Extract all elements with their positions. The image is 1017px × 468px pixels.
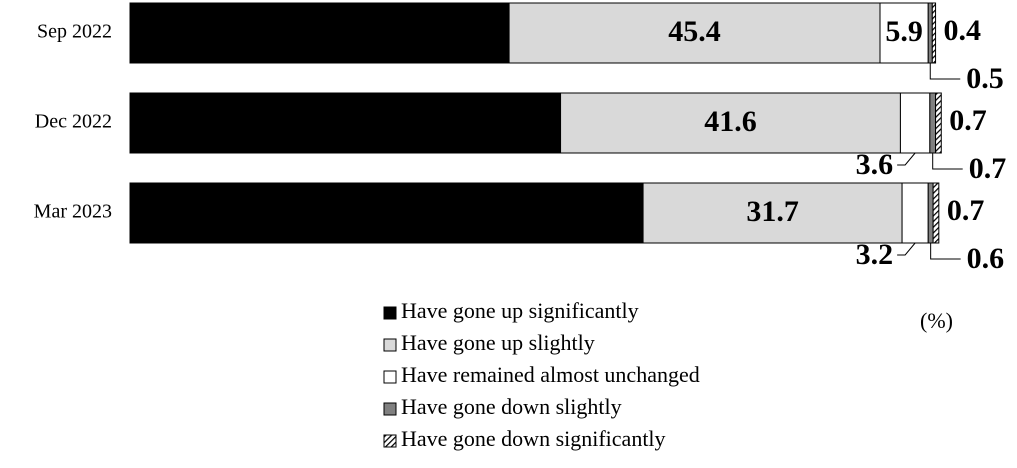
bar-segment [879,2,929,64]
bar-segment [931,2,937,64]
value-label: 0.7 [947,194,985,227]
category-label: Mar 2023 [34,201,112,223]
bar-segment [129,92,562,154]
legend-swatch [383,338,397,352]
value-label: 52.7 [319,105,372,138]
bar-segment [935,92,942,154]
leader-line [929,63,961,80]
leader-line [932,153,963,170]
legend-label: Have gone down significantly [401,426,666,451]
bar-segment [927,2,933,64]
value-label: 3.6 [856,148,894,181]
value-label: 45.4 [668,15,721,48]
legend-label: Have remained almost unchanged [401,362,700,387]
value-label: 31.7 [746,195,799,228]
legend-swatch [383,306,397,320]
category-label: Sep 2022 [37,21,112,43]
legend-label: Have gone up significantly [401,298,639,323]
legend-label: Have gone down slightly [401,394,622,419]
leader-line [897,152,916,166]
bar-segment [901,182,929,244]
legend-swatch [383,370,397,384]
value-label: 62.8 [360,195,413,228]
value-label: 0.6 [967,242,1005,275]
legend-label: Have gone up slightly [401,330,595,355]
bar-segment [129,182,644,244]
value-label: 5.9 [885,15,923,48]
leader-line [897,242,916,256]
category-label: Dec 2022 [35,111,112,133]
value-label: 0.7 [969,152,1007,185]
value-label: 0.7 [949,104,987,137]
value-label: 3.2 [856,238,894,271]
bar-segment [929,92,937,154]
bar-segment [642,182,903,244]
bar-segment [932,182,940,244]
value-label: 41.6 [704,105,757,138]
value-label: 0.4 [944,14,982,47]
bar-segment [560,92,901,154]
bar-segment [927,182,934,244]
legend-swatch [383,402,397,416]
unit-label: (%) [920,308,953,333]
value-label: 46.4 [293,15,346,48]
bar-segment [129,2,510,64]
bar-segment [508,2,881,64]
value-label: 0.5 [966,62,1004,95]
leader-line [930,243,961,260]
legend-swatch [383,434,397,448]
bar-segment [899,92,931,154]
